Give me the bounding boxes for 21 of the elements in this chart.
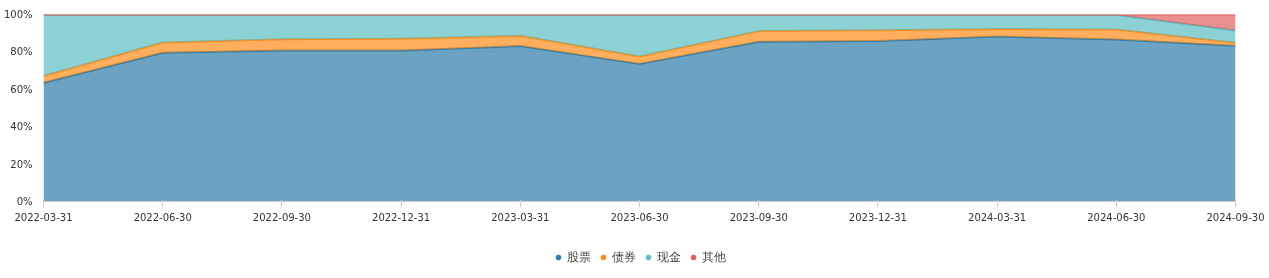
x-tick-label: 2022-09-30 [252,211,311,223]
x-tick-label: 2024-03-31 [968,211,1027,223]
x-tick-label: 2024-06-30 [1087,211,1146,223]
x-tick-label: 2022-12-31 [372,211,431,223]
legend-label: 其他 [701,248,726,266]
y-tick-label: 0% [16,196,33,207]
legend-label: 现金 [656,248,681,266]
x-tick-label: 2023-12-31 [848,211,907,223]
x-tick-label: 2023-03-31 [491,211,550,223]
y-tick-label: 60% [10,83,33,95]
y-tick-label: 20% [10,158,33,170]
y-tick-label: 100% [3,9,33,20]
y-tick-label: 40% [10,121,33,133]
x-tick-label: 2023-09-30 [729,211,788,223]
y-tick-label: 80% [10,46,33,58]
x-tick-label: 2023-06-30 [610,211,669,223]
x-tick-label: 2022-03-31 [14,211,73,223]
legend-label: 债券 [611,248,636,266]
legend-label: 股票 [566,248,591,266]
x-tick-label: 2022-06-30 [133,211,192,223]
x-tick-label: 2024-09-30 [1206,211,1265,223]
